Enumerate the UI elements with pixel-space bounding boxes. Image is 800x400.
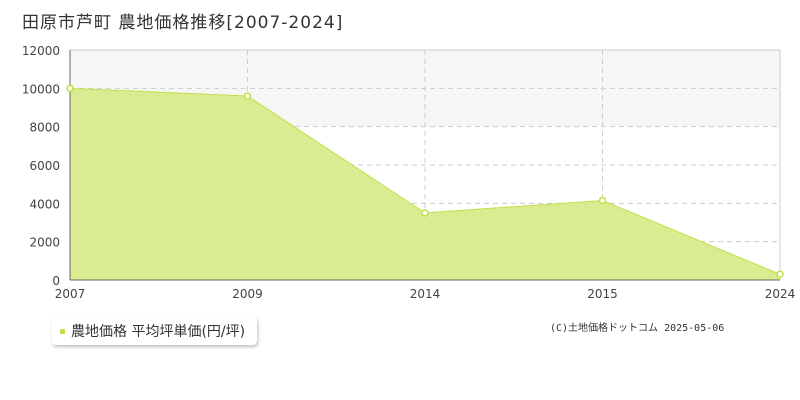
x-axis-ticks: 2007 2009 2014 2015 2024	[55, 287, 796, 301]
y-tick-label: 0	[52, 274, 60, 288]
data-point	[243, 92, 252, 100]
legend-label: 農地価格 平均坪単価(円/坪)	[71, 324, 246, 340]
legend: 農地価格 平均坪単価(円/坪)	[52, 317, 258, 345]
area-fill	[70, 88, 780, 280]
data-point	[776, 270, 784, 278]
chart-title: 田原市芦町 農地価格推移[2007-2024]	[22, 13, 344, 33]
y-tick-label: 12000	[22, 44, 60, 58]
data-markers	[66, 84, 784, 278]
y-tick-label: 8000	[29, 121, 60, 135]
y-tick-label: 2000	[29, 236, 60, 250]
data-point	[598, 196, 607, 205]
y-tick-label: 4000	[29, 197, 60, 211]
y-tick-label: 6000	[29, 159, 60, 173]
credit-text: (C)土地価格ドットコム 2025-05-06	[550, 323, 725, 334]
data-point	[421, 209, 429, 217]
x-tick-label: 2009	[232, 287, 263, 301]
x-tick-label: 2024	[765, 287, 796, 301]
x-tick-label: 2015	[587, 287, 618, 301]
y-axis-ticks: 0 2000 4000 6000 8000 10000 12000	[22, 44, 60, 288]
x-tick-label: 2014	[410, 287, 441, 301]
x-tick-label: 2007	[55, 287, 86, 301]
y-tick-label: 10000	[22, 82, 60, 96]
data-point	[66, 84, 74, 93]
legend-swatch	[60, 328, 65, 334]
